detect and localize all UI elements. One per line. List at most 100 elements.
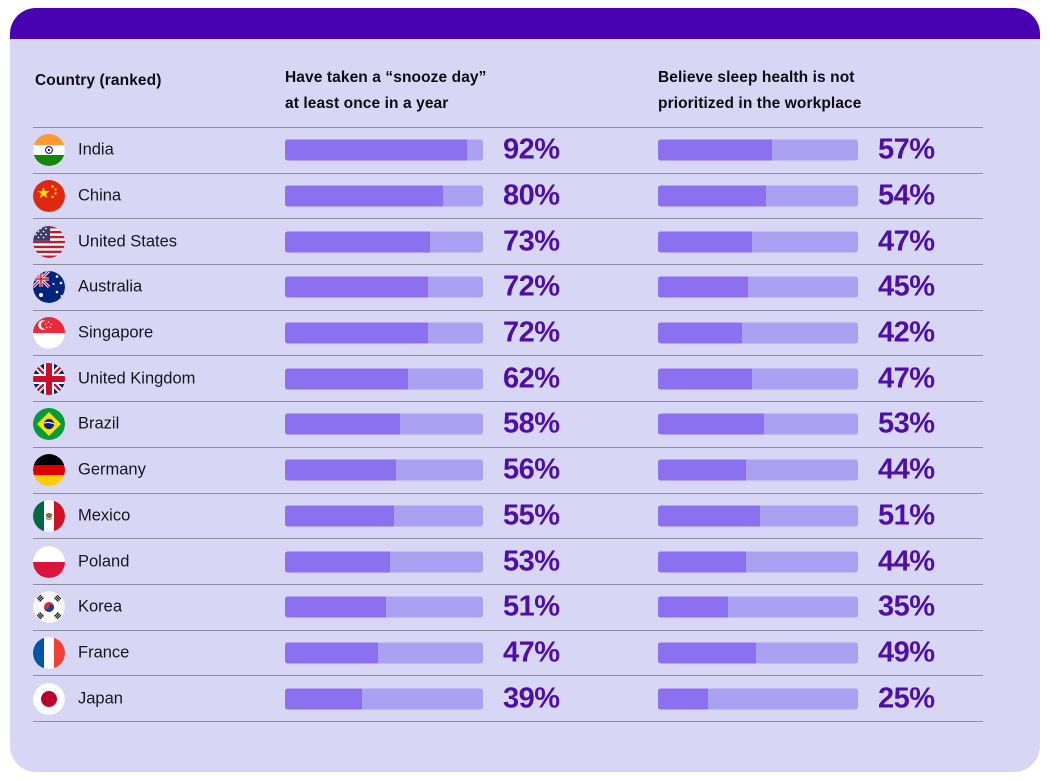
table-row: Mexico 55% 51% [33,494,983,540]
snooze-bar [285,459,483,481]
country-label: India [78,140,114,159]
flag-australia-icon [33,271,65,304]
snooze-bar-fill [285,551,390,573]
header-bar [10,8,1040,39]
snooze-bar-fill [285,231,430,253]
snooze-bar [285,688,483,710]
snooze-value: 55% [503,499,560,532]
table-row: India 92% 57% [33,128,983,174]
snooze-value: 51% [503,590,560,623]
country-label: France [78,643,130,662]
table-row: Poland 53% 44% [33,539,983,585]
snooze-bar-fill [285,459,396,481]
table-row: Australia 72% 45% [33,265,983,311]
sleep-bar-fill [658,551,746,573]
snooze-value: 80% [503,179,560,212]
sleep-value: 47% [878,225,935,258]
flag-united-states-icon [33,225,65,258]
sleep-bar-fill [658,642,756,664]
table-row: China 80% 54% [33,174,983,220]
flag-india-icon [33,134,65,167]
snooze-bar [285,276,483,298]
column-header-country: Country (ranked) [35,72,162,89]
sleep-bar-fill [658,231,752,253]
table-row: United States 73% 47% [33,219,983,266]
table-row: United Kingdom 62% 47% [33,356,983,403]
snooze-bar-fill [285,322,428,344]
snooze-value: 72% [503,316,560,349]
snooze-value: 72% [503,270,560,303]
table-row: Singapore 72% 42% [33,311,983,357]
flag-brazil-icon [33,408,65,441]
flag-korea-icon [33,591,65,624]
snooze-bar-fill [285,413,400,435]
flag-germany-icon [33,454,65,487]
flag-japan-icon [33,682,65,715]
snooze-bar-fill [285,642,379,664]
sleep-bar [658,596,858,618]
table-row: Brazil 58% 53% [33,402,983,448]
sleep-value: 51% [878,499,935,532]
country-label: Mexico [78,506,131,525]
snooze-value: 47% [503,636,560,669]
country-label: Korea [78,597,123,616]
country-label: Poland [78,552,130,571]
country-label: Japan [78,689,123,708]
sleep-value: 54% [878,179,935,212]
sleep-value: 44% [878,545,935,578]
snooze-value: 92% [503,133,560,166]
snooze-bar [285,231,483,253]
column-header-sleep-line1: Believe sleep health is not [658,69,855,86]
sleep-bar-fill [658,322,742,344]
snooze-bar [285,139,483,161]
snooze-value: 53% [503,545,560,578]
sleep-bar [658,322,858,344]
column-header-snooze: Have taken a “snooze day” at least once … [285,65,487,117]
snooze-value: 73% [503,225,560,258]
snooze-bar [285,505,483,527]
snooze-bar [285,368,483,390]
sleep-value: 35% [878,590,935,623]
country-label: United States [78,232,178,251]
snooze-bar-fill [285,185,444,207]
sleep-bar [658,459,858,481]
snooze-bar [285,413,483,435]
country-label: China [78,186,122,205]
country-label: Australia [78,277,143,296]
sleep-bar [658,231,858,253]
sleep-value: 42% [878,316,935,349]
table-row: Korea 51% 35% [33,585,983,631]
table-body: India 92% 57% China 80% 54% United States 73% 47… [33,127,983,722]
sleep-bar [658,505,858,527]
sleep-bar-fill [658,368,752,390]
flag-china-icon [33,180,65,213]
sleep-bar-fill [658,413,764,435]
table-row: France 47% 49% [33,631,983,677]
sleep-bar [658,688,858,710]
snooze-bar-fill [285,368,408,390]
snooze-value: 58% [503,407,560,440]
country-label: Brazil [78,414,120,433]
sleep-bar [658,276,858,298]
snooze-bar-fill [285,688,363,710]
table-row: Japan 39% 25% [33,676,983,722]
table-row: Germany 56% 44% [33,448,983,494]
sleep-bar [658,368,858,390]
sleep-value: 47% [878,362,935,395]
sleep-bar-fill [658,139,772,161]
snooze-value: 56% [503,453,560,486]
column-header-sleep: Believe sleep health is not prioritized … [658,65,861,117]
flag-mexico-icon [33,499,65,532]
snooze-bar [285,551,483,573]
infographic-card: Country (ranked) Have taken a “snooze da… [10,8,1040,772]
snooze-bar-fill [285,139,468,161]
sleep-value: 44% [878,453,935,486]
snooze-bar [285,596,483,618]
column-header-snooze-line2: at least once in a year [285,95,449,112]
sleep-value: 25% [878,682,935,715]
snooze-bar [285,185,483,207]
sleep-bar [658,139,858,161]
sleep-value: 57% [878,133,935,166]
sleep-bar-fill [658,688,708,710]
column-header-sleep-line2: prioritized in the workplace [658,95,862,112]
